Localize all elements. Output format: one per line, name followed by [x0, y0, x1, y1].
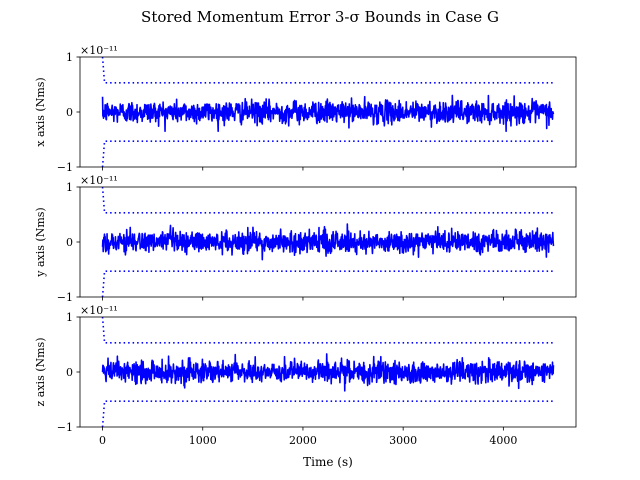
panel-x-axis: −1 0 1 ×10⁻¹¹ x axis (Nms)	[34, 44, 577, 174]
y-scale-label: ×10⁻¹¹	[80, 44, 118, 57]
error-series-line	[101, 223, 555, 261]
error-series-line	[101, 353, 555, 392]
y-tick-label: −1	[57, 291, 73, 304]
x-tick-label: 2000	[289, 434, 317, 447]
y-tick-label: 0	[66, 366, 73, 379]
y-tick-label: 1	[66, 181, 73, 194]
y-scale-label: ×10⁻¹¹	[80, 174, 118, 187]
y-axis-label: z axis (Nms)	[34, 338, 47, 407]
x-tick-label: 3000	[389, 434, 417, 447]
y-tick-label: 0	[66, 236, 73, 249]
y-tick-label: 1	[66, 51, 73, 64]
panel-z-axis: −1 0 1 0 1000 2000 3000 4000 ×10⁻¹¹ z axis (Nms)	[34, 304, 577, 447]
lower-3sigma-bound	[101, 270, 554, 298]
x-tick-label: 4000	[489, 434, 517, 447]
upper-3sigma-bound	[101, 186, 554, 214]
x-axis-label: Time (s)	[303, 455, 353, 469]
x-tick-label: 1000	[189, 434, 217, 447]
upper-3sigma-bound	[101, 56, 554, 84]
y-tick-label: −1	[57, 161, 73, 174]
y-scale-label: ×10⁻¹¹	[80, 304, 118, 317]
y-tick-label: −1	[57, 421, 73, 434]
chart-title: Stored Momentum Error 3-σ Bounds in Case…	[141, 8, 499, 26]
x-tick-label: 0	[99, 434, 106, 447]
y-tick-label: 0	[66, 106, 73, 119]
upper-3sigma-bound	[101, 316, 554, 344]
lower-3sigma-bound	[101, 140, 554, 168]
y-axis-label: y axis (Nms)	[34, 207, 47, 277]
y-tick-label: 1	[66, 311, 73, 324]
lower-3sigma-bound	[101, 400, 554, 428]
y-axis-label: x axis (Nms)	[34, 77, 47, 146]
error-series-line	[101, 94, 555, 133]
panel-y-axis: −1 0 1 ×10⁻¹¹ y axis (Nms)	[34, 174, 577, 304]
